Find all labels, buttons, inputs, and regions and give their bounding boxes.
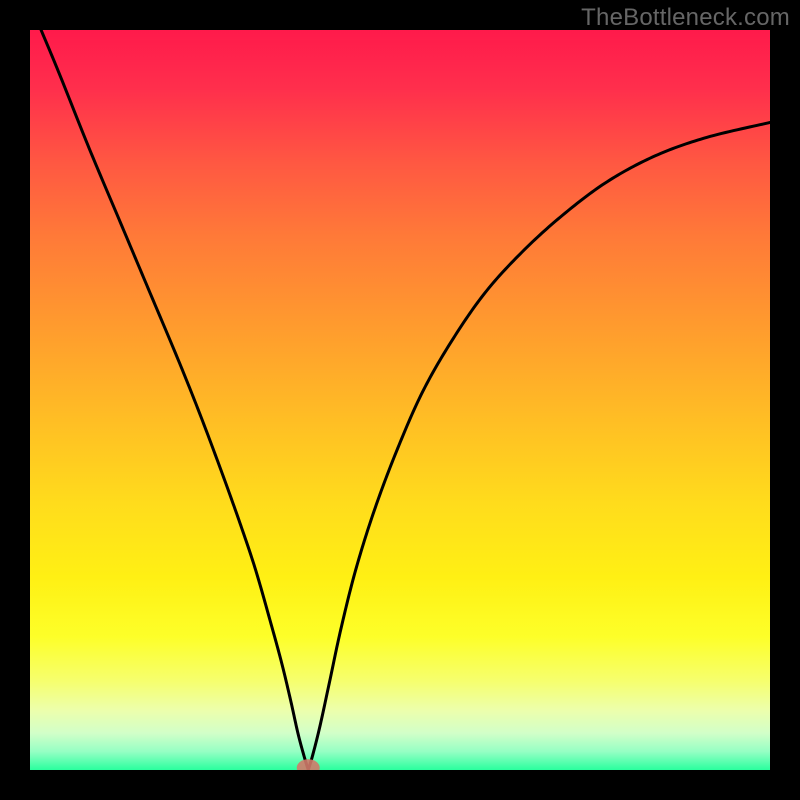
chart-container: TheBottleneck.com (0, 0, 800, 800)
bottleneck-chart (0, 0, 800, 800)
chart-background (30, 30, 770, 770)
watermark-text: TheBottleneck.com (581, 4, 790, 32)
